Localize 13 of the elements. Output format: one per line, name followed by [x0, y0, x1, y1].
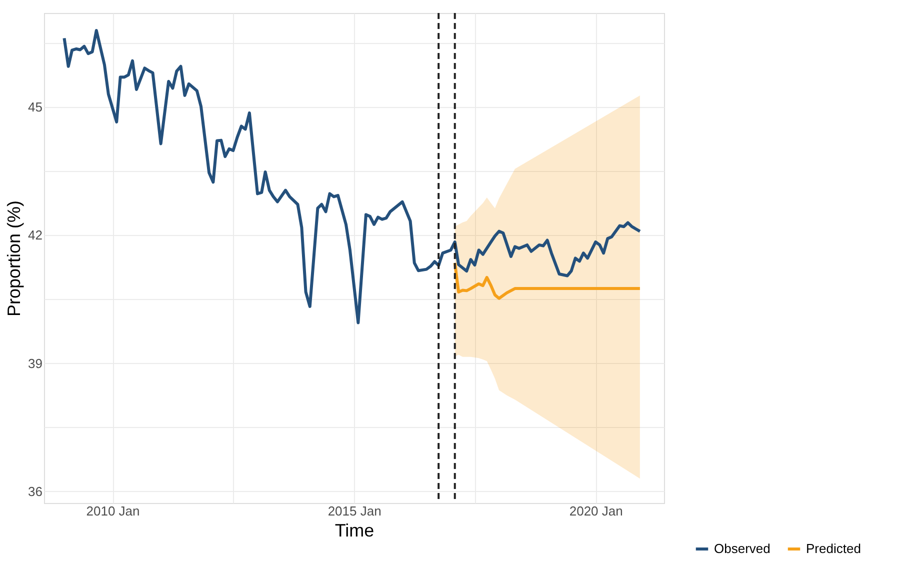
x-axis-title: Time: [334, 520, 374, 540]
line-series: [62, 29, 642, 324]
y-axis-title: Proportion (%): [4, 200, 24, 317]
x-tick-label: 2020 Jan: [569, 504, 623, 518]
y-tick-label: 45: [28, 99, 42, 114]
y-tick-label: 42: [28, 228, 42, 243]
y-tick-label: 36: [28, 484, 42, 499]
x-tick-label: 2010 Jan: [86, 504, 140, 518]
x-tick-label: 2015 Jan: [328, 504, 382, 518]
line-series: [453, 261, 642, 300]
legend-label: Predicted: [806, 541, 861, 556]
y-tick-label: 39: [28, 356, 42, 371]
legend-label: Observed: [714, 541, 770, 556]
